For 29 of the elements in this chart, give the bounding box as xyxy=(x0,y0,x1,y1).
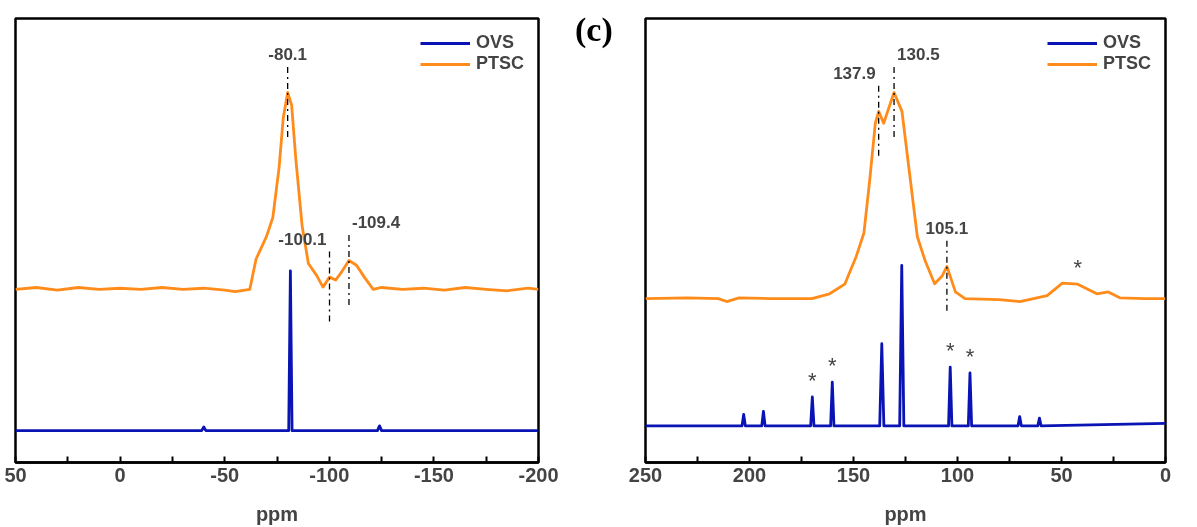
x-tick-label: 100 xyxy=(940,463,975,486)
annotation: * xyxy=(965,343,975,369)
x-tick-label: -150 xyxy=(413,463,454,486)
annotation: 105.1 xyxy=(925,218,969,238)
annotation: * xyxy=(808,368,818,394)
x-tick-label: 0 xyxy=(1159,463,1172,486)
legend-label: PTSC xyxy=(475,53,524,74)
annotation: * xyxy=(945,338,955,364)
x-tick-label: 150 xyxy=(836,463,871,486)
text: (c) xyxy=(575,10,613,50)
x-tick-label: -100 xyxy=(309,463,350,486)
annotation: 137.9 xyxy=(833,63,876,83)
x-tick-label: -200 xyxy=(518,463,559,486)
annotation: 130.5 xyxy=(897,44,940,64)
annotation: * xyxy=(1073,255,1083,281)
x-tick-label: 200 xyxy=(732,463,767,486)
annotation: -109.4 xyxy=(351,212,401,232)
x-tick-label: 50 xyxy=(4,463,27,486)
x-axis-title: ppm xyxy=(255,502,299,525)
legend-label: OVS xyxy=(475,32,514,53)
x-axis-title: ppm xyxy=(884,502,927,525)
annotation: -80.1 xyxy=(268,44,308,64)
x-tick-label: 50 xyxy=(1050,463,1073,486)
annotation: * xyxy=(828,353,837,379)
x-tick-label: 250 xyxy=(628,463,663,486)
legend-label: PTSC xyxy=(1102,53,1151,74)
x-tick-label: -50 xyxy=(210,463,240,486)
legend-label: OVS xyxy=(1102,32,1141,53)
x-tick-label: 0 xyxy=(114,463,126,486)
